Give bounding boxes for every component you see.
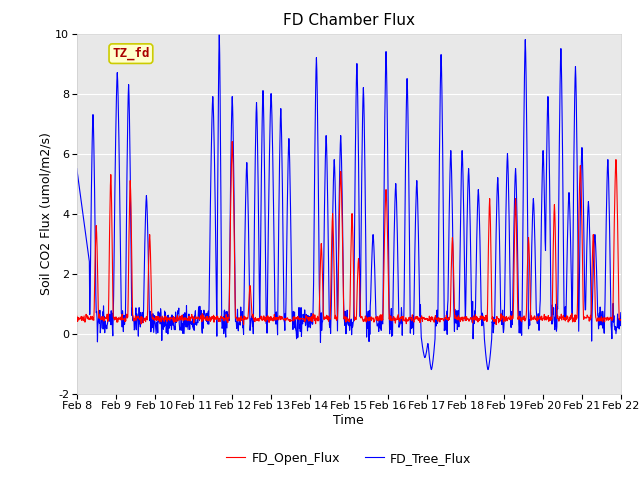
FD_Open_Flux (492, 322, 500, 327)
FD_Tree_Flux (617, 310, 625, 315)
FD_Open_Flux (507, 314, 515, 320)
Y-axis label: Soil CO2 Flux (umol/m2/s): Soil CO2 Flux (umol/m2/s) (40, 132, 52, 295)
FD_Tree_Flux (428, 367, 435, 372)
Line: FD_Tree_Flux: FD_Tree_Flux (77, 34, 621, 370)
Title: FD Chamber Flux: FD Chamber Flux (283, 13, 415, 28)
FD_Tree_Flux (156, 315, 163, 321)
FD_Open_Flux (591, 307, 599, 313)
FD_Tree_Flux (602, 218, 610, 224)
FD_Open_Flux (602, 315, 610, 321)
FD_Tree_Flux (216, 31, 223, 36)
X-axis label: Time: Time (333, 414, 364, 427)
FD_Open_Flux (156, 318, 163, 324)
FD_Open_Flux (228, 139, 236, 144)
FD_Open_Flux (73, 313, 81, 319)
FD_Open_Flux (617, 317, 625, 323)
FD_Tree_Flux (73, 166, 81, 171)
FD_Tree_Flux (591, 236, 599, 242)
Text: TZ_fd: TZ_fd (112, 47, 150, 60)
FD_Tree_Flux (532, 263, 540, 268)
FD_Open_Flux (532, 317, 540, 323)
FD_Tree_Flux (444, 332, 451, 337)
FD_Tree_Flux (507, 323, 515, 329)
Legend: FD_Open_Flux, FD_Tree_Flux: FD_Open_Flux, FD_Tree_Flux (221, 447, 476, 469)
Line: FD_Open_Flux: FD_Open_Flux (77, 142, 621, 324)
FD_Open_Flux (443, 317, 451, 323)
